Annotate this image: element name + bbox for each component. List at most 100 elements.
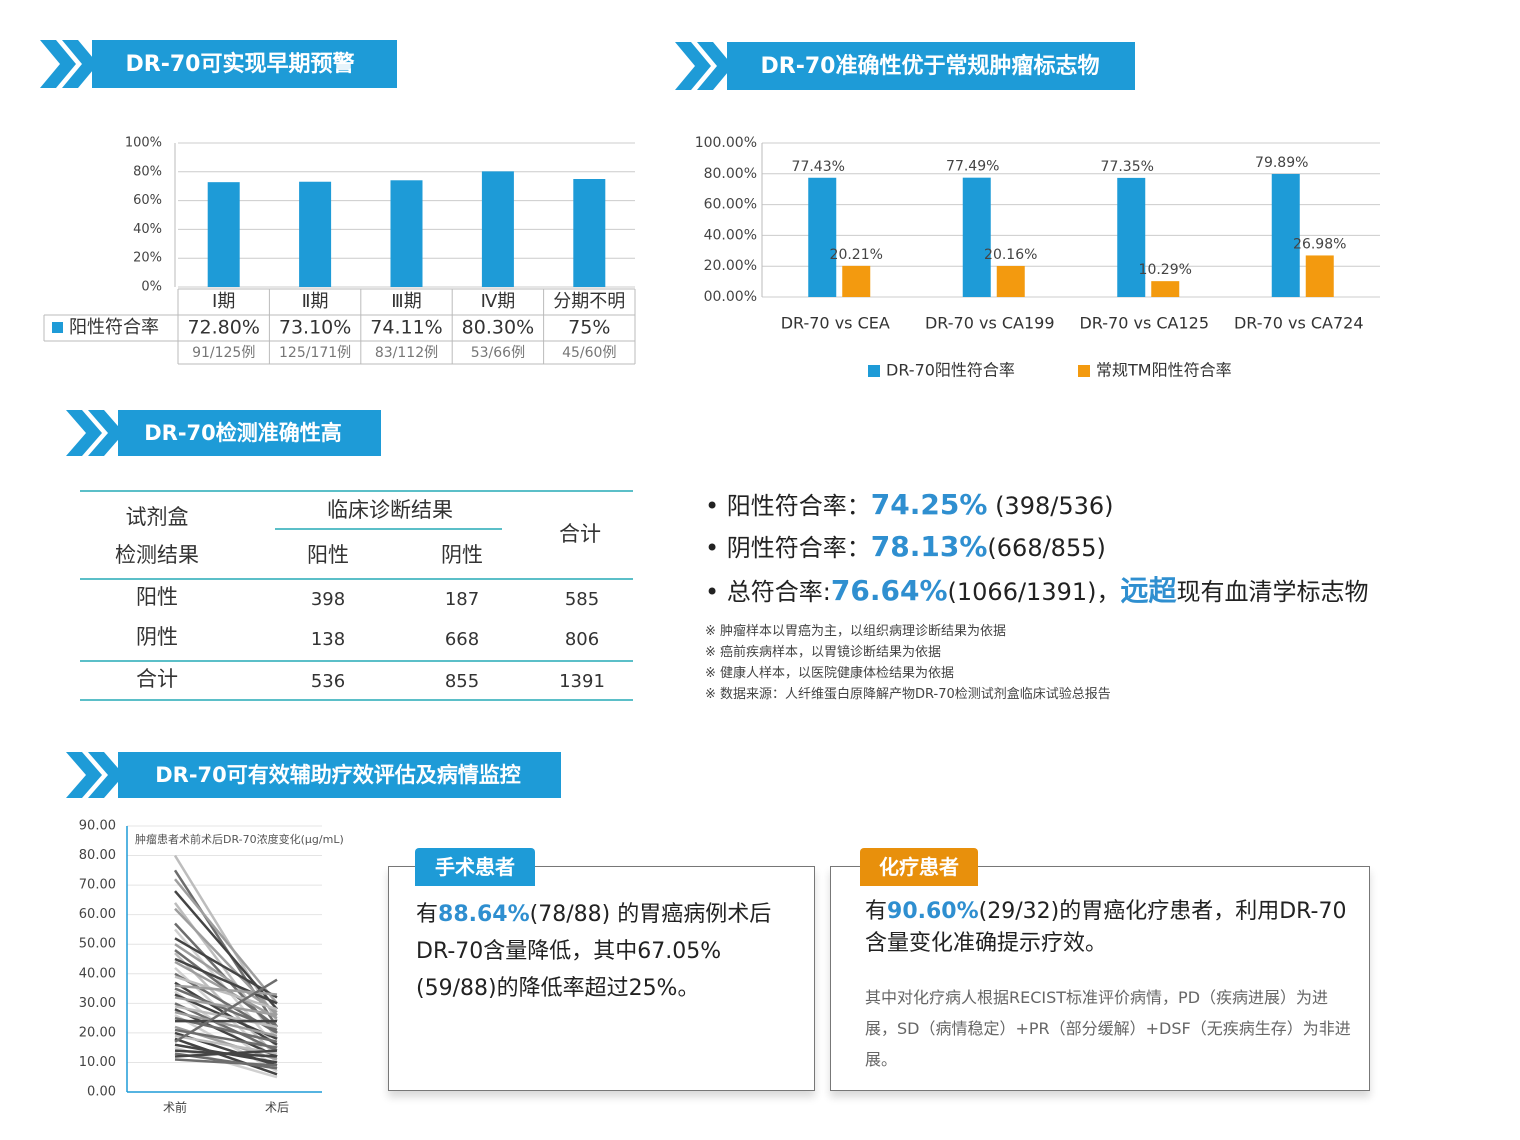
data-label: 77.43% — [792, 159, 845, 175]
stat-label: 阴性符合率： — [726, 534, 871, 562]
stat-value: 74.25% — [870, 488, 988, 521]
patient-line — [174, 907, 278, 1017]
stat-highlight: 远超 — [1120, 574, 1177, 607]
box-body: (29/32)的胃癌化疗患者，利用DR-70含量变化准确提示疗效。 — [865, 899, 1347, 956]
patient-line — [174, 1028, 278, 1049]
bar — [299, 181, 332, 287]
section-title: DR-70可实现早期预警 — [126, 51, 355, 77]
x-tick-label: Ⅰ期 — [212, 291, 235, 312]
table-value: 74.11% — [370, 317, 442, 339]
y-tick-label: 60.00 — [79, 907, 116, 922]
table-value: 80.30% — [462, 317, 534, 339]
data-label: 26.98% — [1293, 236, 1346, 252]
info-box — [388, 866, 815, 1091]
y-tick-label: 80.00% — [704, 166, 757, 182]
box-value: 90.60% — [887, 899, 979, 924]
note: ※ 肿瘤样本以胃癌为主，以组织病理诊断结果为依据 — [705, 624, 1007, 639]
y-tick-label: 90.00 — [79, 819, 116, 834]
patient-line — [174, 1005, 278, 1029]
y-tick-label: 100% — [125, 136, 162, 151]
table-cell: 检测结果 — [115, 543, 199, 567]
y-tick-label: 0% — [141, 280, 162, 295]
table-cell: 合计 — [136, 667, 178, 691]
table-count: 45/60例 — [562, 345, 616, 361]
y-tick-label: 60% — [133, 193, 162, 208]
y-tick-label: 20% — [133, 251, 162, 266]
patient-line — [174, 984, 278, 996]
box-value: 88.64% — [438, 902, 530, 927]
bar — [481, 171, 514, 287]
banner: DR-70准确性优于常规肿瘤标志物 — [675, 42, 1135, 90]
data-label: 20.21% — [830, 247, 883, 263]
patient-line — [174, 949, 278, 1028]
bar — [1271, 173, 1300, 297]
table-cell: 1391 — [559, 671, 605, 692]
y-tick-label: 0.00 — [87, 1085, 116, 1100]
section-title: DR-70可有效辅助疗效评估及病情监控 — [155, 763, 521, 787]
section-title: DR-70检测准确性高 — [144, 421, 342, 445]
bar — [962, 177, 991, 297]
y-tick-label: 80% — [133, 164, 162, 179]
x-tick-label: DR-70 vs CEA — [781, 314, 890, 333]
y-tick-label: 10.00 — [79, 1055, 116, 1070]
patient-line — [174, 1058, 278, 1067]
y-tick-label: 30.00 — [79, 996, 116, 1011]
note: ※ 数据来源：人纤维蛋白原降解产物DR-70检测试剂盒临床试验总报告 — [705, 687, 1111, 702]
table-cell: 合计 — [559, 522, 601, 546]
stat-line: • 阳性符合率：74.25% (398/536) — [705, 488, 1114, 521]
y-tick-label: 20.00 — [79, 1025, 116, 1040]
x-tick-label: Ⅱ期 — [302, 291, 329, 312]
table-cell: 536 — [311, 671, 345, 692]
patient-line — [174, 996, 278, 1017]
table-count: 125/171例 — [279, 345, 351, 361]
table-cell: 187 — [445, 589, 479, 610]
box-note: 其中对化疗病人根据RECIST标准评价病情，PD（疾病进展）为进展，SD（病情稳… — [865, 988, 1351, 1069]
table-cell: 临床诊断结果 — [327, 498, 453, 522]
patient-line — [174, 1002, 278, 1052]
table-cell: 阴性 — [136, 625, 178, 649]
table-cell: 阳性 — [136, 585, 178, 609]
bar — [1117, 177, 1146, 297]
table-value: 72.80% — [187, 317, 259, 339]
x-tick-label: DR-70 vs CA199 — [925, 314, 1055, 333]
banner: DR-70可有效辅助疗效评估及病情监控 — [66, 752, 561, 798]
stat-line: • 阴性符合率：78.13%(668/855) — [705, 530, 1106, 563]
data-label: 77.49% — [946, 159, 999, 175]
legend-swatch — [868, 365, 880, 377]
bar — [842, 265, 871, 297]
patient-line — [174, 1037, 278, 1076]
legend-label: DR-70阳性符合率 — [886, 361, 1015, 380]
bar — [808, 177, 837, 297]
data-label: 79.89% — [1255, 155, 1308, 171]
banner: DR-70可实现早期预警 — [40, 40, 397, 88]
patient-line — [174, 957, 278, 1005]
banner: DR-70检测准确性高 — [66, 410, 381, 456]
table-cell: 试剂盒 — [126, 505, 189, 529]
box-text: 有88.64%(78/88) 的胃癌病例术后DR-70含量降低，其中67.05%… — [416, 896, 801, 1007]
table-count: 53/66例 — [471, 345, 525, 361]
note: ※ 癌前疾病样本，以胃镜诊断结果为依据 — [705, 645, 942, 660]
patient-line — [174, 975, 278, 1011]
box-tag: 手术患者 — [415, 848, 535, 886]
stat-value: 76.64% — [830, 574, 948, 607]
data-label: 10.29% — [1139, 262, 1192, 278]
x-tick-label: 分期不明 — [553, 291, 625, 312]
data-label: 20.16% — [984, 247, 1037, 263]
bar — [1151, 281, 1180, 297]
y-tick-label: 50.00 — [79, 937, 116, 952]
patient-line — [174, 937, 278, 999]
x-tick-label: 术前 — [163, 1100, 187, 1115]
table-cell: 138 — [311, 629, 345, 650]
stat-detail: (668/855) — [987, 534, 1106, 562]
box-text: 有90.60%(29/32)的胃癌化疗患者，利用DR-70含量变化准确提示疗效。 — [865, 896, 1360, 960]
x-tick-label: DR-70 vs CA724 — [1234, 314, 1364, 333]
y-tick-label: 40.00% — [704, 227, 757, 243]
stat-detail: (1066/1391)， — [947, 578, 1121, 606]
chart-annotation: 肿瘤患者术前术后DR-70浓度变化(μg/mL) — [135, 832, 344, 846]
table-cell: 855 — [445, 671, 479, 692]
legend-label: 常规TM阳性符合率 — [1096, 361, 1232, 380]
x-tick-label: Ⅳ期 — [481, 291, 516, 312]
y-tick-label: 00.00% — [704, 289, 757, 305]
bar — [207, 182, 240, 287]
